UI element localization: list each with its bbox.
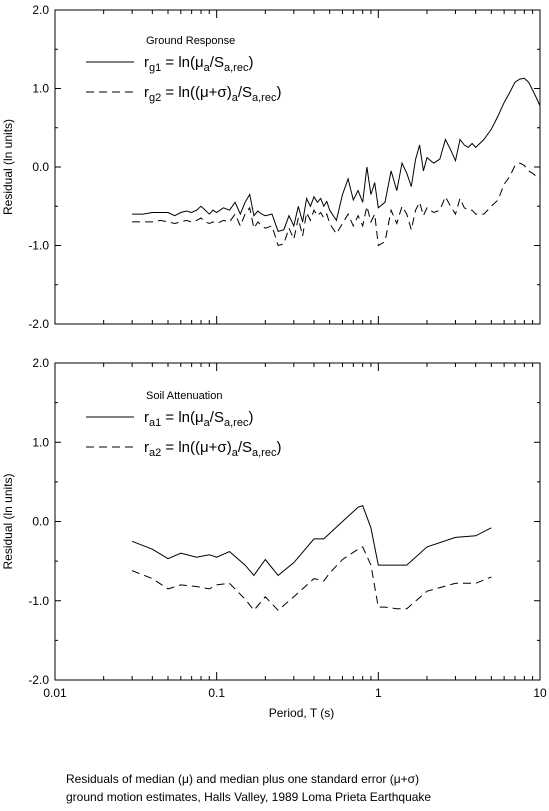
y-tick-label: -2.0 <box>28 673 49 687</box>
y-tick-label: -1.0 <box>28 239 49 253</box>
y-tick-label: 2.0 <box>32 3 49 17</box>
legend-label-a1: ra1 = ln(μa/Sa,rec) <box>144 409 253 429</box>
x-axis-label: Period, T (s) <box>269 706 335 720</box>
series-line-ra1 <box>131 504 492 577</box>
legend: Ground Response rg1 = ln(μa/Sa,rec) rg2 = … <box>86 35 281 104</box>
y-tick-label: 2.0 <box>32 356 49 370</box>
series-line-rg1 <box>132 77 540 233</box>
legend-label-g2: rg2 = ln((μ+σ)a/Sa,rec) <box>144 84 281 104</box>
series-line-rg2 <box>132 162 540 247</box>
legend-label-g1: rg1 = ln(μa/Sa,rec) <box>144 54 253 74</box>
chart-soil-attenuation: 2.0 1.0 0.0 -1.0 -2.00.01 0.1 1 10 Period, T (s)… <box>1 356 547 720</box>
chart-ground-response: 2.0 1.0 0.0 -1.0 -2.0 Residual (ln units) Grou… <box>1 3 541 331</box>
y-axis-label: Residual (ln units) <box>1 119 15 215</box>
x-tick-label: 10 <box>533 686 547 700</box>
caption-line-2: ground motion estimates, Halls Valley, 1… <box>66 790 431 804</box>
legend-title: Soil Attenuation <box>146 390 222 402</box>
series-line-ra2 <box>131 546 492 612</box>
plot-frame <box>54 362 541 681</box>
y-tick-label: -2.0 <box>28 317 49 331</box>
plot-frame <box>54 9 541 325</box>
x-tick-label: 0.01 <box>43 686 67 700</box>
y-tick-label: 0.0 <box>32 515 49 529</box>
legend: Soil Attenuation ra1 = ln(μa/Sa,rec) ra2 =… <box>86 390 281 459</box>
y-axis-label: Residual (ln units) <box>1 473 15 569</box>
y-tick-label: 1.0 <box>32 82 49 96</box>
y-tick-label: 1.0 <box>32 435 49 449</box>
caption-line-1: Residuals of median (μ) and median plus … <box>66 772 419 786</box>
y-tick-label: -1.0 <box>28 594 49 608</box>
legend-title: Ground Response <box>146 35 235 47</box>
y-tick-label: 0.0 <box>32 160 49 174</box>
x-tick-label: 0.1 <box>208 686 225 700</box>
legend-label-a2: ra2 = ln((μ+σ)a/Sa,rec) <box>144 439 281 459</box>
x-tick-label: 1 <box>375 686 382 700</box>
